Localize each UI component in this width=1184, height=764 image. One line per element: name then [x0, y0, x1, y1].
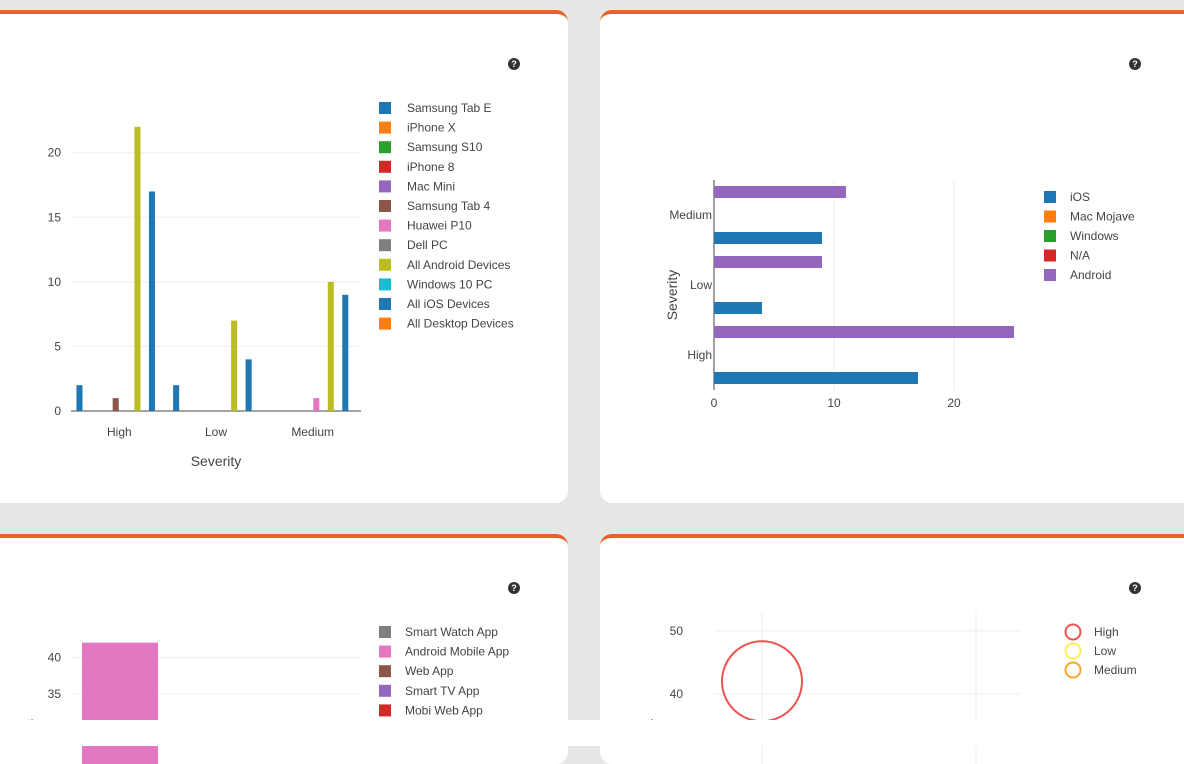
bar [714, 186, 846, 198]
y-tick-label: 5 [54, 339, 61, 353]
bar [173, 385, 180, 411]
legend-label: Mac Mini [407, 179, 455, 193]
legend-label: Web App [405, 664, 454, 678]
bar [327, 281, 334, 411]
legend-swatch [1044, 249, 1056, 262]
legend-label: Mac Mojave [1070, 210, 1135, 224]
legend-swatch [379, 665, 391, 678]
legend-label: Windows 10 PC [407, 277, 493, 291]
x-tick-label: 0 [711, 396, 718, 410]
chart-card-device-severity: ? 0 5 10 15 20 High Low Medium Severity Samsung T… [0, 10, 568, 503]
y-axis-title: Severity [664, 270, 680, 321]
legend-swatch [379, 200, 391, 212]
bar [342, 294, 349, 411]
legend-label: Android Mobile App [405, 645, 509, 659]
legend-label: High [1094, 625, 1119, 639]
legend-marker [1064, 623, 1082, 641]
bar [245, 359, 252, 411]
legend-swatch [379, 626, 391, 638]
bar [134, 126, 141, 412]
legend-swatch [379, 317, 391, 330]
legend-label: Huawei P10 [407, 219, 472, 233]
bar [231, 320, 238, 411]
chart-card-platform-severity: ? 0 10 20 High Low Medium Severity iOS Mac Mojav… [600, 10, 1184, 503]
bar [714, 372, 918, 384]
x-tick-label: 20 [947, 396, 961, 410]
y-tick-label: 20 [48, 146, 62, 160]
platform-severity-chart: 0 10 20 High Low Medium Severity iOS Mac Mojave W… [664, 180, 1135, 410]
legend-swatch [379, 160, 391, 173]
y-tick-label: Medium [669, 208, 712, 222]
y-tick-label: High [687, 348, 712, 362]
x-tick-label: 10 [827, 396, 841, 410]
legend-swatch [379, 219, 391, 232]
legend-swatch [379, 278, 391, 291]
legend-label: Android [1070, 268, 1111, 282]
x-tick-label: Low [205, 425, 227, 439]
legend-label: iPhone 8 [407, 160, 455, 174]
legend-swatch [379, 141, 391, 154]
legend-label: Low [1094, 644, 1116, 658]
y-tick-label: 50 [670, 624, 684, 638]
legend-label: All Desktop Devices [407, 317, 514, 331]
bar [313, 398, 320, 411]
y-tick-label: 0 [54, 404, 61, 418]
bottom-strip [0, 720, 1184, 746]
legend-label: Medium [1094, 663, 1137, 677]
legend-swatch [1044, 230, 1056, 242]
bar [76, 385, 83, 411]
help-icon[interactable]: ? [508, 582, 520, 594]
legend-swatch [379, 704, 391, 717]
legend-label: Smart TV App [405, 684, 480, 698]
y-tick-label: 15 [48, 210, 62, 224]
legend-swatch [379, 239, 391, 252]
legend-swatch [379, 121, 391, 134]
legend-swatch [1044, 191, 1056, 203]
legend-label: Smart Watch App [405, 625, 498, 639]
legend-label: Samsung Tab 4 [407, 199, 490, 213]
legend-swatch [379, 258, 391, 271]
y-tick-label: 10 [48, 275, 62, 289]
legend-swatch [379, 298, 391, 310]
legend-marker [1064, 661, 1082, 679]
legend-label: All iOS Devices [407, 297, 490, 311]
legend-swatch [379, 180, 391, 193]
legend-label: N/A [1070, 249, 1090, 263]
legend-label: All Android Devices [407, 258, 510, 272]
y-tick-label: Low [690, 278, 712, 292]
legend-label: iOS [1070, 190, 1090, 204]
legend-swatch [379, 102, 391, 114]
legend-marker [1064, 642, 1082, 660]
bar [714, 256, 822, 268]
x-axis-title: Severity [191, 453, 242, 469]
x-tick-label: Medium [291, 425, 334, 439]
bar [714, 326, 1014, 338]
legend-label: Samsung Tab E [407, 101, 492, 115]
y-tick-label: 40 [670, 687, 684, 701]
device-severity-chart: 0 5 10 15 20 High Low Medium Severity Samsung Tab… [48, 101, 514, 469]
legend-label: Windows [1070, 229, 1119, 243]
legend-swatch [1044, 210, 1056, 223]
legend-swatch [1044, 269, 1056, 281]
legend-label: Samsung S10 [407, 140, 483, 154]
y-tick-label: 35 [48, 687, 62, 701]
bar [112, 398, 119, 411]
legend-swatch [379, 684, 391, 697]
x-tick-label: High [107, 425, 132, 439]
help-icon[interactable]: ? [508, 58, 520, 70]
bar [714, 232, 822, 244]
y-tick-label: 40 [48, 650, 62, 664]
help-icon[interactable]: ? [1129, 582, 1141, 594]
help-icon[interactable]: ? [1129, 58, 1141, 70]
bar [714, 302, 762, 314]
legend-swatch [379, 645, 391, 658]
bar [148, 191, 155, 411]
legend-label: iPhone X [407, 121, 456, 135]
legend-label: Dell PC [407, 238, 448, 252]
legend-label: Mobi Web App [405, 703, 483, 717]
